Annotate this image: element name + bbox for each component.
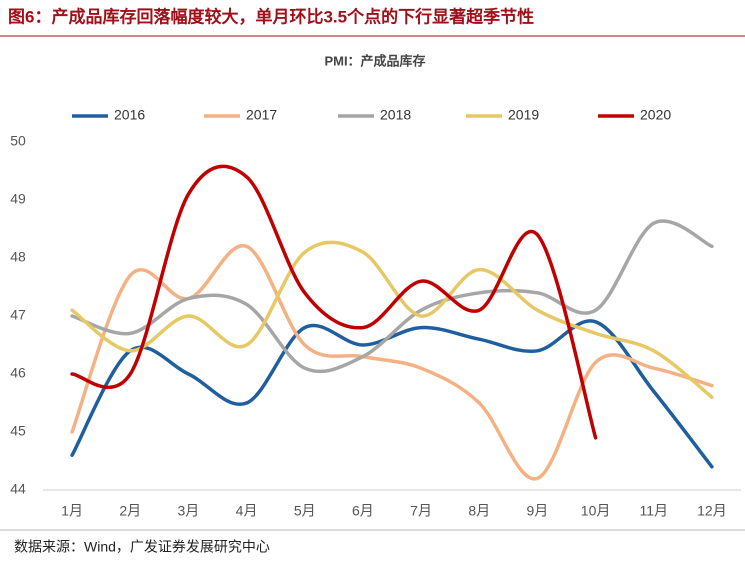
x-tick-label: 9月 bbox=[527, 503, 549, 519]
legend-label: 2019 bbox=[508, 107, 539, 123]
x-tick-label: 5月 bbox=[294, 503, 316, 519]
y-tick-label: 46 bbox=[10, 365, 26, 381]
x-tick-label: 8月 bbox=[468, 503, 490, 519]
x-tick-label: 12月 bbox=[697, 503, 727, 519]
series-line bbox=[70, 240, 714, 399]
y-tick-label: 50 bbox=[10, 133, 26, 149]
source-note: 数据来源：Wind，广发证券发展研究中心 bbox=[14, 539, 270, 555]
x-tick-label: 11月 bbox=[639, 503, 668, 519]
y-tick-label: 48 bbox=[10, 249, 26, 265]
y-tick-label: 49 bbox=[10, 191, 26, 207]
y-tick-label: 44 bbox=[10, 481, 26, 497]
x-tick-label: 6月 bbox=[352, 503, 374, 519]
legend-label: 2018 bbox=[380, 107, 411, 123]
series-line bbox=[70, 319, 714, 469]
series-line bbox=[70, 164, 598, 440]
x-tick-label: 4月 bbox=[236, 503, 258, 519]
chart-subtitle: PMI：产成品库存 bbox=[324, 53, 425, 68]
legend-label: 2017 bbox=[246, 107, 277, 123]
x-tick-label: 7月 bbox=[410, 503, 432, 519]
y-tick-label: 45 bbox=[10, 423, 26, 439]
y-tick-label: 47 bbox=[10, 307, 26, 323]
chart-title: 图6：产成品库存回落幅度较大，单月环比3.5个点的下行显著超季节性 bbox=[8, 6, 534, 26]
series-line bbox=[70, 219, 714, 374]
x-tick-label: 3月 bbox=[178, 503, 200, 519]
legend-label: 2016 bbox=[114, 107, 145, 123]
x-tick-label: 10月 bbox=[581, 503, 611, 519]
legend-label: 2020 bbox=[640, 107, 671, 123]
x-tick-label: 2月 bbox=[119, 503, 141, 519]
x-tick-label: 1月 bbox=[61, 503, 83, 519]
